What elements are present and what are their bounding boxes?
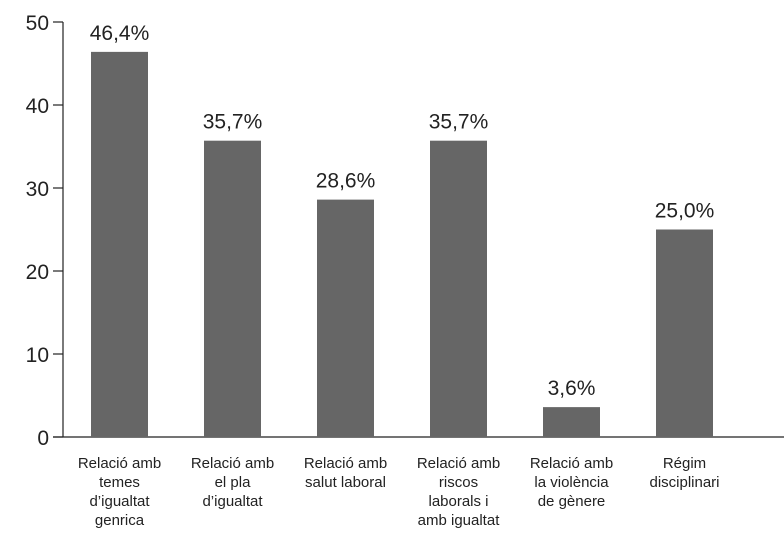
category-label-line: genrica xyxy=(95,512,145,529)
data-label: 28,6% xyxy=(316,170,376,193)
data-label: 25,0% xyxy=(655,200,715,223)
y-tick-label: 20 xyxy=(26,261,49,284)
data-label: 35,7% xyxy=(203,111,263,134)
category-label-line: amb igualtat xyxy=(418,512,501,529)
y-tick-label: 10 xyxy=(26,344,49,367)
category-label-line: Relació amb xyxy=(417,455,500,472)
category-label-line: d’igualtat xyxy=(89,493,150,510)
category-label-line: Relació amb xyxy=(530,455,613,472)
category-label: Relació amb la violència de gènere xyxy=(530,455,613,510)
category-label-line: de gènere xyxy=(538,493,606,510)
category-label-line: laborals i xyxy=(428,493,488,510)
category-label: Relació amb salut laboral xyxy=(304,455,387,491)
category-label-line: el pla xyxy=(215,474,252,491)
data-label: 35,7% xyxy=(429,111,489,134)
bar xyxy=(543,407,600,437)
y-tick-label: 0 xyxy=(37,427,49,450)
category-label-line: Relació amb xyxy=(191,455,274,472)
y-tick-label: 50 xyxy=(26,12,49,35)
y-tick-label: 40 xyxy=(26,95,49,118)
category-label-line: d’igualtat xyxy=(202,493,263,510)
category-label-line: Relació amb xyxy=(304,455,387,472)
category-label-line: la violència xyxy=(534,474,609,491)
category-label: Relació amb el pla d’igualtat xyxy=(191,455,274,510)
y-tick-label: 30 xyxy=(26,178,49,201)
category-label-line: temes xyxy=(99,474,140,491)
category-label-line: Régim xyxy=(663,455,706,472)
category-labels: Relació amb temes d’igualtat genricaRelació… xyxy=(78,455,720,529)
bars xyxy=(91,51,713,437)
data-label: 46,4% xyxy=(90,22,150,45)
bar xyxy=(91,51,148,437)
bar xyxy=(656,229,713,437)
bar xyxy=(204,140,261,437)
data-label: 3,6% xyxy=(548,377,596,400)
category-label-line: disciplinari xyxy=(649,474,719,491)
data-labels: 46,4% 35,7% 28,6% 35,7% 3,6% 25,0% xyxy=(90,22,715,400)
category-label: Relació amb temes d’igualtat genrica xyxy=(78,455,161,529)
bar xyxy=(317,199,374,437)
category-label: Relació amb riscos laborals i amb igualtat xyxy=(417,455,500,529)
axes: 0 10 20 30 40 50 xyxy=(26,12,784,450)
category-label-line: riscos xyxy=(439,474,478,491)
category-label-line: salut laboral xyxy=(305,474,386,491)
bar xyxy=(430,140,487,437)
category-label: Régim disciplinari xyxy=(649,455,719,491)
category-label-line: Relació amb xyxy=(78,455,161,472)
